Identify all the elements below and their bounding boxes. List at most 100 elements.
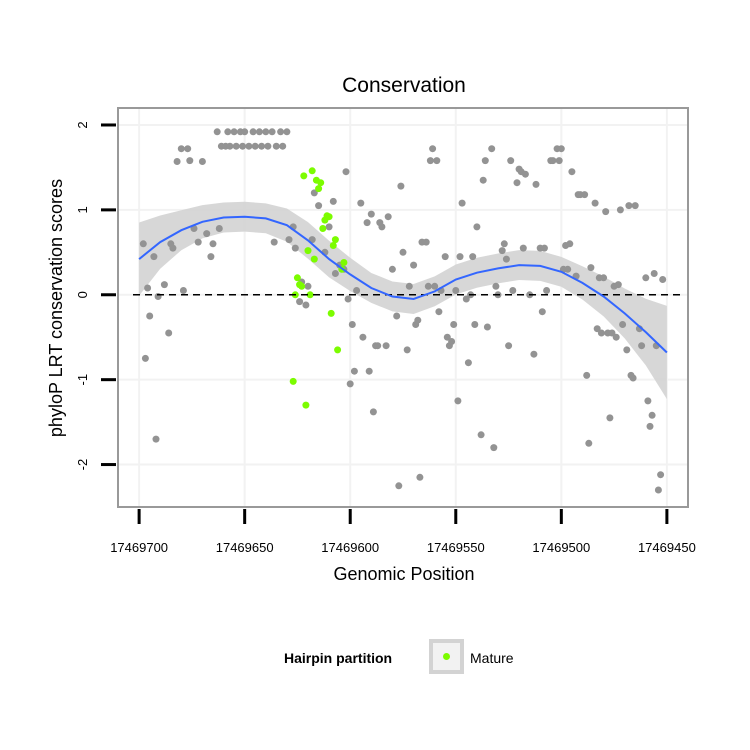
conservation-point bbox=[602, 208, 610, 216]
conservation-point bbox=[566, 240, 574, 248]
conservation-point bbox=[587, 264, 595, 272]
conservation-point bbox=[165, 329, 173, 337]
conservation-point bbox=[141, 354, 149, 362]
conservation-point bbox=[540, 244, 548, 252]
conservation-point bbox=[213, 128, 221, 136]
smooth-layer bbox=[138, 215, 668, 354]
conservation-point bbox=[393, 312, 401, 320]
conservation-point bbox=[367, 210, 375, 218]
conservation-point bbox=[659, 276, 667, 283]
conservation-point bbox=[232, 142, 240, 150]
conservation-point bbox=[650, 270, 658, 277]
conservation-point bbox=[448, 338, 456, 345]
conservation-point bbox=[426, 157, 434, 165]
x-tick-label: 17469600 bbox=[321, 540, 379, 555]
conservation-point bbox=[483, 323, 491, 331]
conservation-point bbox=[433, 157, 441, 165]
conservation-point bbox=[359, 333, 367, 341]
conservation-point bbox=[631, 202, 639, 210]
x-tick-label: 17469650 bbox=[216, 540, 274, 555]
conservation-point bbox=[443, 333, 451, 341]
conservation-point bbox=[365, 367, 373, 375]
legend: Hairpin partition Mature bbox=[284, 639, 514, 674]
conservation-point bbox=[593, 325, 601, 333]
conservation-point bbox=[498, 247, 506, 255]
conservation-point bbox=[642, 274, 650, 282]
conservation-point bbox=[473, 223, 481, 231]
conservation-point bbox=[277, 128, 285, 136]
conservation-point bbox=[450, 321, 458, 328]
smooth-line bbox=[138, 215, 668, 354]
conservation-point bbox=[502, 255, 510, 263]
mature-point bbox=[293, 274, 301, 282]
conservation-point bbox=[410, 261, 418, 269]
mature-point bbox=[289, 377, 297, 385]
conservation-point bbox=[255, 128, 263, 136]
conservation-point bbox=[315, 202, 323, 210]
conservation-point bbox=[469, 253, 477, 261]
conservation-point bbox=[262, 128, 270, 136]
conservation-point bbox=[342, 168, 350, 176]
x-tick-label: 17469550 bbox=[427, 540, 485, 555]
conservation-point bbox=[488, 145, 496, 153]
y-tick-label: 0 bbox=[75, 291, 90, 298]
chart-title: Conservation bbox=[342, 74, 466, 97]
conservation-point bbox=[429, 145, 437, 153]
y-tick-label: -1 bbox=[75, 374, 90, 386]
conservation-point bbox=[169, 244, 177, 252]
conservation-point bbox=[619, 321, 627, 328]
conservation-point bbox=[492, 282, 500, 290]
conservation-point bbox=[435, 308, 443, 316]
x-axis: 17469700 17469650 17469600 17469550 17469500… bbox=[110, 509, 696, 555]
conservation-point bbox=[521, 170, 529, 178]
x-tick-label: 17469700 bbox=[110, 540, 168, 555]
conservation-point bbox=[241, 128, 249, 136]
conservation-point bbox=[568, 168, 576, 176]
conservation-point bbox=[357, 199, 365, 207]
conservation-point bbox=[245, 142, 253, 150]
mature-point bbox=[325, 213, 333, 221]
conservation-point bbox=[350, 367, 358, 375]
conservation-point bbox=[378, 223, 386, 231]
conservation-point bbox=[431, 282, 439, 290]
y-axis: -2 -1 0 1 2 bbox=[75, 121, 116, 470]
mature-point bbox=[304, 247, 312, 255]
conservation-point bbox=[329, 197, 337, 205]
conservation-point bbox=[403, 346, 411, 354]
conservation-point bbox=[564, 265, 572, 273]
y-axis-title: phyloP LRT conservation scores bbox=[46, 179, 66, 437]
conservation-point bbox=[230, 128, 238, 136]
mature-point bbox=[310, 255, 318, 263]
y-tick-label: -2 bbox=[75, 459, 90, 471]
conservation-point bbox=[353, 287, 361, 294]
grid bbox=[118, 108, 688, 507]
conservation-point bbox=[374, 342, 382, 350]
conservation-point bbox=[291, 244, 299, 252]
conservation-point bbox=[625, 202, 633, 210]
conservation-point bbox=[583, 371, 591, 379]
conservation-point bbox=[481, 157, 489, 165]
conservation-point bbox=[346, 380, 354, 388]
conservation-point bbox=[146, 312, 154, 320]
conservation-point bbox=[384, 213, 392, 221]
conservation-point bbox=[462, 295, 470, 303]
conservation-point bbox=[500, 240, 508, 248]
conservation-point bbox=[557, 145, 565, 153]
conservation-point bbox=[395, 482, 403, 490]
conservation-point bbox=[198, 158, 206, 165]
conservation-point bbox=[268, 128, 276, 136]
conservation-point bbox=[399, 248, 407, 256]
conservation-point bbox=[555, 157, 563, 165]
conservation-point bbox=[285, 236, 293, 244]
conservation-point bbox=[416, 473, 424, 481]
conservation-point bbox=[152, 435, 160, 443]
conservation-point bbox=[600, 274, 608, 282]
conservation-point bbox=[513, 179, 521, 187]
conservation-point bbox=[441, 253, 449, 261]
mature-point bbox=[302, 401, 310, 409]
x-tick-label: 17469450 bbox=[638, 540, 696, 555]
conservation-point bbox=[348, 321, 356, 328]
mature-point bbox=[329, 242, 337, 249]
conservation-point bbox=[160, 281, 168, 289]
x-tick-label: 17469500 bbox=[532, 540, 590, 555]
